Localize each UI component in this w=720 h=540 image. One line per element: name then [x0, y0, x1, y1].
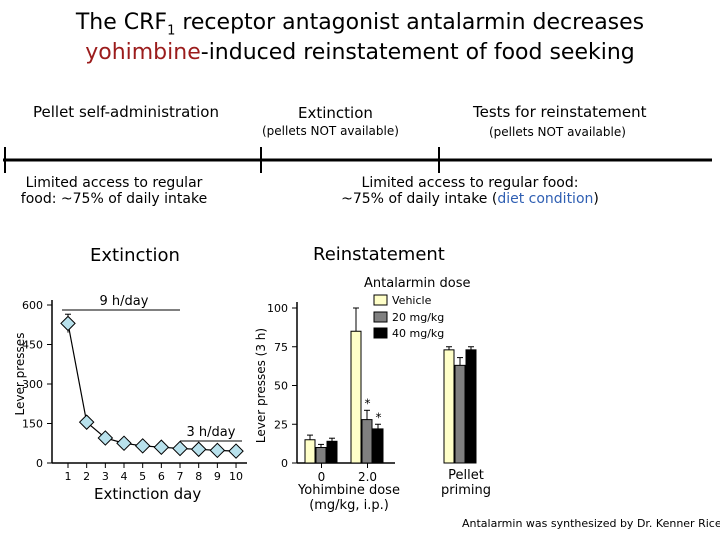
y-tick-label: 300 — [22, 378, 43, 391]
x-tick-label: 8 — [195, 470, 202, 483]
x-tick-label: 1 — [65, 470, 72, 483]
y-tick-label: 150 — [22, 418, 43, 431]
reinstatement-xlabel: Yohimbine dose (mg/kg, i.p.) — [298, 483, 400, 513]
phase-reinstatement-note: (pellets NOT available) — [489, 125, 626, 139]
bar-1-2 — [454, 364, 466, 464]
data-point — [60, 315, 76, 332]
bar-0-0 — [304, 439, 316, 464]
legend-label-2: 40 mg/kg — [392, 327, 444, 340]
y-tick-label: 100 — [267, 302, 288, 315]
slide-title-line1: The CRF1 receptor antagonist antalarmin … — [75, 10, 645, 39]
legend-label-0: Vehicle — [392, 294, 432, 307]
data-point — [153, 439, 170, 455]
phase-extinction: Extinction — [298, 104, 373, 122]
x-tick-label: 4 — [121, 470, 128, 483]
phase-extinction-note: (pellets NOT available) — [262, 124, 399, 138]
bar-1-1 — [361, 419, 373, 464]
x-tick-label: 3 — [102, 470, 109, 483]
x-tick-label: 2 — [83, 470, 90, 483]
footnote: Antalarmin was synthesized by Dr. Kenner… — [462, 517, 720, 530]
pellet-priming-label: Pellet priming — [441, 468, 491, 498]
extinction-line — [67, 323, 237, 452]
bar-2-0 — [326, 440, 338, 464]
y-axis-label: Lever presses — [13, 333, 27, 416]
data-point — [97, 430, 114, 446]
x-tick-label: 0 — [318, 470, 326, 484]
bar-2-1 — [372, 428, 384, 464]
bar-1-0 — [315, 447, 327, 464]
y-tick-label: 0 — [281, 457, 288, 470]
phase-reinstatement-tests: Tests for reinstatement — [473, 103, 647, 121]
reinstatement-chart-title: Reinstatement — [313, 244, 445, 265]
data-point — [228, 443, 244, 459]
phase-self-administration: Pellet self-administration — [33, 103, 219, 121]
data-point — [190, 441, 207, 458]
extinction-xlabel: Extinction day — [94, 485, 202, 503]
bar-0-1 — [350, 330, 362, 464]
x-tick-label: 9 — [214, 470, 221, 483]
x-tick-label: 2.0 — [358, 470, 377, 484]
extinction-chart-title: Extinction — [90, 245, 180, 266]
legend-swatch-1 — [373, 311, 388, 323]
y-tick-label: 75 — [274, 341, 288, 354]
bar-0-2 — [443, 349, 455, 464]
y-tick-label: 50 — [274, 380, 288, 393]
x-tick-label: 10 — [229, 470, 243, 483]
condition-right: Limited access to regular food: ~75% of … — [341, 175, 599, 207]
y-axis-label: Lever presses (3 h) — [254, 328, 268, 443]
data-point — [78, 414, 95, 430]
x-tick-label: 7 — [177, 470, 184, 483]
y-tick-label: 0 — [36, 457, 43, 470]
annotation-3h: 3 h/day — [187, 425, 236, 440]
y-tick-label: 450 — [22, 339, 43, 352]
data-point — [116, 435, 132, 452]
y-tick-label: 600 — [22, 299, 43, 312]
significance-star: * — [365, 396, 371, 410]
x-tick-label: 6 — [158, 470, 165, 483]
condition-left: Limited access to regular food: ~75% of … — [20, 175, 208, 207]
data-point — [134, 438, 151, 454]
bar-2-2 — [465, 349, 477, 464]
legend-title: Antalarmin dose — [364, 276, 471, 291]
x-tick-label: 5 — [139, 470, 146, 483]
slide-title-line2: yohimbine-induced reinstatement of food … — [85, 40, 635, 65]
legend-label-1: 20 mg/kg — [392, 311, 444, 324]
legend-swatch-0 — [373, 294, 388, 306]
legend-swatch-2 — [373, 327, 388, 339]
y-tick-label: 25 — [274, 418, 288, 431]
data-point — [209, 442, 226, 459]
significance-star: * — [376, 410, 382, 424]
data-point — [172, 440, 188, 457]
annotation-9h: 9 h/day — [100, 294, 149, 309]
